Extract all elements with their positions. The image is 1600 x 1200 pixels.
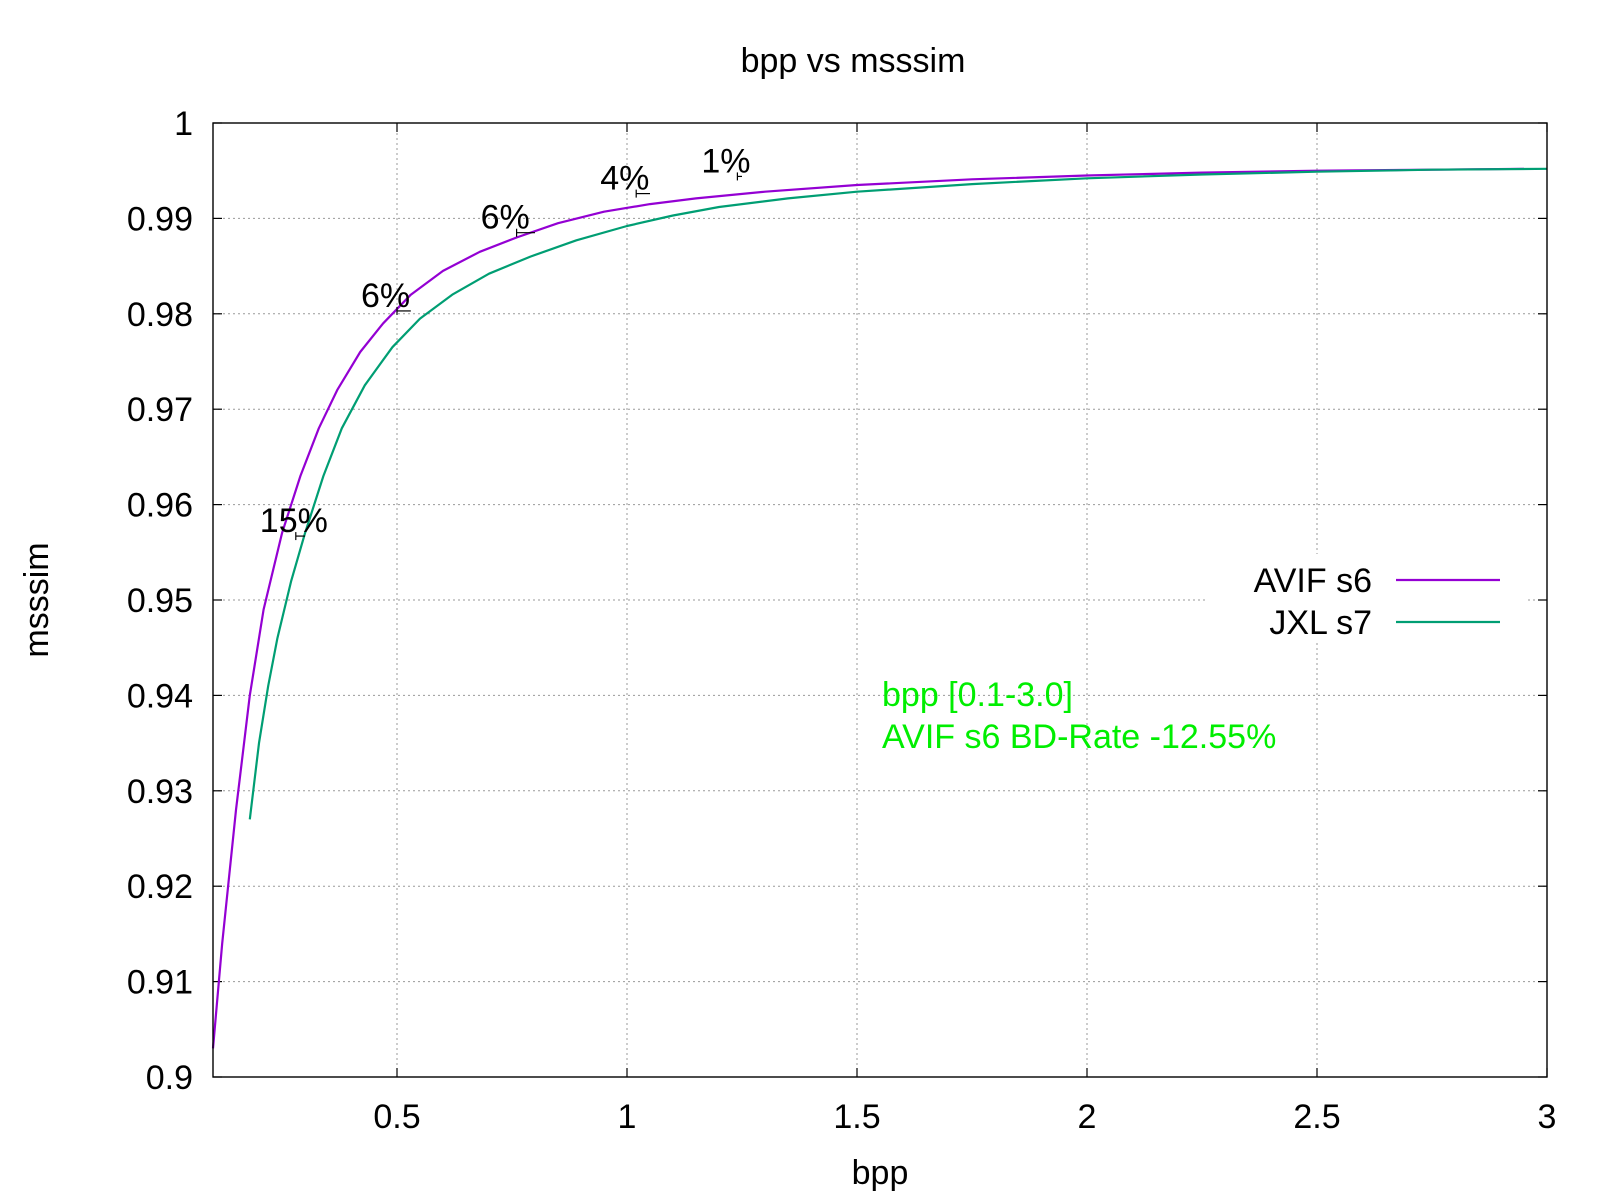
series-line-0 bbox=[211, 167, 1525, 1049]
series-line-1 bbox=[248, 167, 1548, 820]
y-tick-label: 0.92 bbox=[127, 868, 193, 906]
y-tick-label: 0.91 bbox=[127, 964, 193, 1002]
annotation-label: 4% bbox=[600, 160, 649, 198]
plot-frame bbox=[212, 122, 1548, 1078]
x-tick-label: 1 bbox=[618, 1098, 637, 1136]
legend-background bbox=[1205, 554, 1525, 642]
y-axis: 0.9 0.91 0.92 0.93 0.94 0.95 0.96 0.97 0.98 0.99 1 bbox=[127, 105, 1547, 1097]
bd-rate-info: bpp [0.1-3.0] AVIF s6 BD-Rate -12.55% bbox=[882, 676, 1276, 756]
info-text-bd-rate: AVIF s6 BD-Rate -12.55% bbox=[882, 718, 1276, 756]
y-tick-label: 0.95 bbox=[127, 582, 193, 620]
chart-title: bpp vs msssim bbox=[741, 42, 966, 80]
y-tick-label: 1 bbox=[174, 105, 193, 143]
x-tick-label: 1.5 bbox=[833, 1098, 880, 1136]
y-tick-label: 0.97 bbox=[127, 391, 193, 429]
y-axis-title: msssim bbox=[18, 542, 56, 657]
annotations: 15% 6% 6% 4% 1% bbox=[260, 142, 751, 541]
annotation-label: 15% bbox=[260, 502, 328, 540]
x-tick-label: 2.5 bbox=[1293, 1098, 1340, 1136]
y-tick-label: 0.94 bbox=[127, 677, 193, 715]
legend-label: JXL s7 bbox=[1269, 604, 1372, 642]
y-tick-label: 0.9 bbox=[146, 1059, 193, 1097]
x-axis: 0.5 1 1.5 2 2.5 3 bbox=[373, 123, 1556, 1136]
annotation-label: 1% bbox=[701, 142, 750, 180]
x-tick-label: 2 bbox=[1078, 1098, 1097, 1136]
y-tick-label: 0.93 bbox=[127, 773, 193, 811]
legend: AVIF s6 JXL s7 bbox=[1205, 554, 1525, 642]
x-axis-title: bpp bbox=[852, 1154, 909, 1192]
y-tick-label: 0.99 bbox=[127, 200, 193, 238]
plot-series bbox=[211, 167, 1548, 1049]
annotation-label: 6% bbox=[481, 199, 530, 237]
annotation-label: 6% bbox=[361, 277, 410, 315]
y-tick-label: 0.96 bbox=[127, 487, 193, 525]
legend-label: AVIF s6 bbox=[1254, 562, 1372, 600]
x-tick-label: 0.5 bbox=[373, 1098, 420, 1136]
x-tick-label: 3 bbox=[1538, 1098, 1557, 1136]
y-tick-label: 0.98 bbox=[127, 296, 193, 334]
info-text-range: bpp [0.1-3.0] bbox=[882, 676, 1073, 714]
